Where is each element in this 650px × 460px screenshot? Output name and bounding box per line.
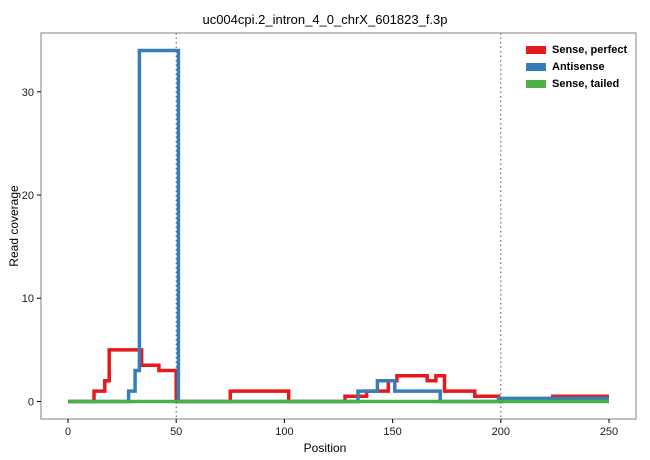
legend-item-sense-perfect: Sense, perfect (526, 44, 627, 56)
y-tick-label: 30 (22, 87, 34, 99)
y-tick-label: 10 (22, 293, 34, 305)
legend-item-sense-tailed: Sense, tailed (526, 78, 627, 90)
y-tick-label: 0 (28, 397, 34, 409)
legend-item-antisense: Antisense (526, 61, 627, 73)
x-tick-label: 0 (65, 426, 71, 438)
series-sense-perfect (68, 348, 609, 404)
x-axis-label: Position (303, 441, 347, 455)
legend-key-sense-tailed (526, 80, 546, 88)
y-axis-label: Read coverage (7, 185, 21, 267)
x-tick-label: 250 (600, 426, 618, 438)
legend-key-antisense (526, 63, 546, 71)
chart-title: uc004cpi.2_intron_4_0_chrX_601823_f.3p (202, 12, 448, 27)
legend-key-sense-perfect (526, 46, 546, 54)
legend-label: Sense, perfect (552, 44, 628, 56)
x-tick-label: 100 (275, 426, 293, 438)
x-tick-label: 50 (170, 426, 182, 438)
x-tick-label: 150 (383, 426, 401, 438)
legend-label: Antisense (552, 61, 605, 73)
legend-label: Sense, tailed (552, 78, 620, 90)
legend: Sense, perfect Antisense Sense, tailed (523, 42, 631, 97)
x-tick-label: 200 (492, 426, 510, 438)
y-tick-label: 20 (22, 190, 34, 202)
